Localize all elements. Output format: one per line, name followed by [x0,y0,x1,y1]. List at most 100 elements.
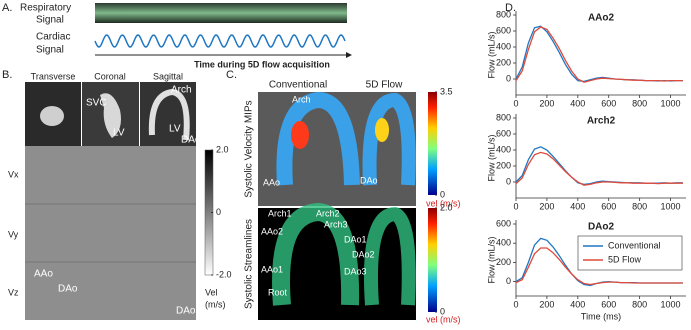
label: Respiratory [20,3,71,14]
colorbar-tick-label: 2.0 [440,202,453,212]
label: Arch [292,94,311,104]
chart-title: DAo2 [588,222,615,233]
label: Arch3 [324,219,348,229]
x-tick-label: 200 [539,98,554,108]
colorbar-tick-label: 3.5 [440,86,453,96]
line [515,247,683,286]
label: A. [2,2,12,14]
y-axis-label: Flow (mL/s) [486,236,496,283]
colorbar-tick-label: -2.0 [216,269,232,279]
label: Signal [36,15,64,26]
streamlines [363,206,416,306]
aorta [276,91,360,186]
jet-core [375,118,389,142]
line [515,151,683,186]
x-tick-label: 400 [570,201,585,211]
y-tick-label: 0 [506,276,511,286]
x-tick-label: 600 [601,299,616,309]
anatomy [148,88,190,141]
anatomy [100,93,121,138]
jet-core [291,121,309,149]
label: Root [268,287,288,297]
x-tick-label: 200 [539,299,554,309]
label: Cardiac [36,32,70,43]
label: Vel [205,287,218,297]
label: vel (m/s) [426,314,461,324]
label: Arch2 [316,208,340,218]
x-tick-label: 1000 [661,201,681,211]
label: DAo [181,135,201,146]
x-tick-label: 800 [632,299,647,309]
cardiac-trace [94,34,346,48]
legend-label: 5D Flow [608,254,642,264]
label: LV [169,124,181,135]
label: vel (m/s) [426,198,461,208]
x-tick-label: 800 [632,98,647,108]
label: DAo3 [344,266,367,276]
label: LV [113,128,125,139]
legend-label: Conventional [608,240,661,250]
label: C. [226,69,237,81]
y-tick-label: 400 [496,144,511,154]
label: SVC [86,98,107,109]
colorbar [428,92,437,195]
y-axis-label: Flow (mL/s) [486,134,496,181]
x-tick-label: 1000 [661,299,681,309]
label: Vy [8,229,19,239]
y-tick-label: 200 [496,257,511,267]
y-tick-label: 600 [496,128,511,138]
y-tick-label: 200 [496,57,511,67]
velocity-grid [25,146,196,320]
row-label: Systolic Velocity MIPs [244,100,255,197]
x-tick-label: 200 [539,201,554,211]
colorbar-tick-label: 0 [440,306,445,316]
colorbar-tick-label: 0 [440,189,445,199]
label: AAo1 [261,264,283,274]
x-tick-label: 800 [632,201,647,211]
row-label: Systolic Streamlines [244,219,255,309]
label: (m/s) [205,299,226,309]
y-axis-label: Flow (mL/s) [486,31,496,78]
label: Arch [171,85,192,96]
label: Vx [8,169,19,179]
label: DAo [58,284,78,295]
label: AAo [34,269,53,280]
y-tick-label: 800 [496,112,511,122]
y-tick-label: 200 [496,160,511,170]
label: DAo2 [352,249,375,259]
label: Arch1 [268,208,292,218]
x-tick-label: 0 [513,299,518,309]
x-tick-label: 400 [570,299,585,309]
label: DAo [176,306,196,317]
line [515,25,683,83]
x-tick-label: 400 [570,98,585,108]
label: Sagittal [153,71,183,81]
legend-box [577,235,683,271]
label: Coronal [94,71,126,81]
aorta [362,92,416,186]
label: DAo [360,175,378,185]
x-tick-label: 600 [601,201,616,211]
anatomy [40,106,64,126]
x-axis-label: Time (ms) [581,311,621,321]
y-tick-label: 400 [496,238,511,248]
label: AAo [263,177,280,187]
x-tick-label: 1000 [661,98,681,108]
arrow-head [346,52,352,58]
streamlines [272,202,360,306]
colorbar-tick-label: 0 [216,207,221,217]
x-tick-label: 0 [513,201,518,211]
y-tick-label: 0 [506,73,511,83]
label: Transverse [31,71,76,81]
label: B. [2,69,12,81]
label: Time during 5D flow acquisition [194,59,330,69]
colorbar [428,208,437,312]
label: Signal [36,45,64,56]
chart-title: AAo2 [588,13,615,24]
label: Conventional [269,80,327,91]
x-tick-label: 0 [513,98,518,108]
y-tick-label: 800 [496,9,511,19]
y-tick-label: 0 [506,176,511,186]
colorbar-tick-label: 2.0 [216,144,229,154]
